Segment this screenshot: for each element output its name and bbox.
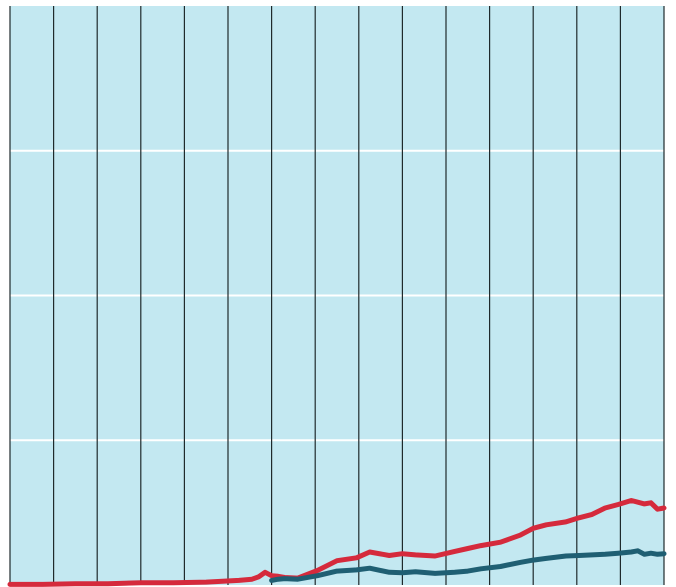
- horizontal-gridlines: [10, 149, 664, 442]
- series-line-2: [269, 548, 667, 583]
- vertical-gridlines: [9, 6, 665, 585]
- series-layer: [7, 498, 667, 587]
- series-line-1: [7, 498, 667, 587]
